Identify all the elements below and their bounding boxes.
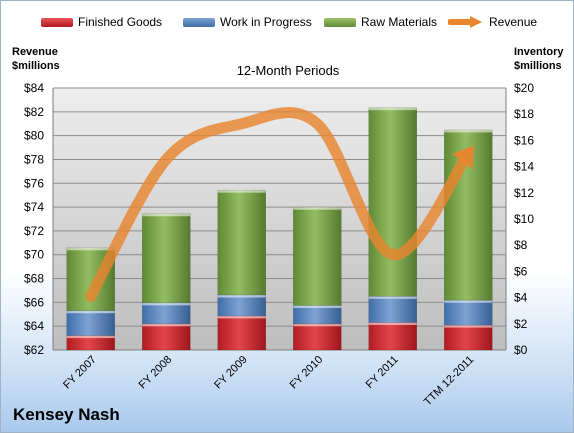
bar-cap-finished-goods <box>142 323 191 327</box>
bar-work-in-progress <box>217 294 266 317</box>
legend-swatch-raw-materials <box>324 17 356 27</box>
left-tick-label: $82 <box>24 105 44 119</box>
company-name: Kensey Nash <box>13 405 120 424</box>
bar-cap-finished-goods <box>444 325 493 328</box>
legend-label-raw-materials: Raw Materials <box>361 15 438 29</box>
bar-cap-raw-materials <box>142 213 191 217</box>
bar-cap-work-in-progress <box>217 294 266 298</box>
legend-arrow-icon <box>448 16 482 28</box>
legend-label-work-in-progress: Work in Progress <box>220 15 312 29</box>
legend-swatch-work-in-progress <box>183 17 215 27</box>
left-tick-label: $78 <box>24 152 44 166</box>
legend-finished-goods: Finished Goods <box>41 15 162 29</box>
left-tick-label: $66 <box>24 295 44 309</box>
bar-finished-goods <box>444 324 493 351</box>
bar-work-in-progress <box>444 299 493 326</box>
bar-cap-work-in-progress <box>293 305 342 308</box>
category-label: FY 2010 <box>288 354 326 392</box>
bar-cap-raw-materials <box>444 129 493 133</box>
bar-finished-goods <box>217 315 266 351</box>
left-tick-label: $84 <box>24 81 44 95</box>
legend-label-revenue: Revenue <box>489 15 538 29</box>
left-tick-label: $70 <box>24 248 44 262</box>
right-tick-label: $2 <box>514 317 528 331</box>
category-label: FY 2011 <box>364 354 401 391</box>
left-tick-label: $80 <box>24 129 44 143</box>
right-tick-label: $8 <box>514 238 528 252</box>
right-axis-title-line1: Inventory <box>514 46 564 58</box>
bar-cap-finished-goods <box>217 315 266 319</box>
bar-work-in-progress <box>293 305 342 325</box>
left-axis-title: Revenue $millions <box>12 45 60 73</box>
bar-raw-materials <box>142 213 191 304</box>
category-label: TTM 12-2011 <box>422 354 477 409</box>
right-tick-label: $4 <box>514 291 528 305</box>
legend: Finished Goods Work in Progress Raw Mate… <box>1 15 573 35</box>
bar-work-in-progress <box>66 310 115 336</box>
bar-finished-goods <box>368 322 417 351</box>
category-label: FY 2009 <box>212 354 250 392</box>
bar-cap-finished-goods <box>293 323 342 327</box>
bar-cap-raw-materials <box>293 207 342 210</box>
legend-revenue: Revenue <box>448 15 537 29</box>
bar-cap-raw-materials <box>368 107 417 111</box>
right-tick-label: $6 <box>514 264 528 278</box>
bar-raw-materials <box>368 107 417 297</box>
left-tick-label: $62 <box>24 343 44 357</box>
right-tick-label: $20 <box>514 81 534 95</box>
left-tick-label: $68 <box>24 272 44 286</box>
revenue-arrowhead <box>451 145 475 170</box>
bar-cap-finished-goods <box>66 335 115 339</box>
bar-cap-work-in-progress <box>142 302 191 306</box>
legend-raw-materials: Raw Materials <box>324 15 437 29</box>
right-tick-label: $0 <box>514 343 528 357</box>
right-tick-label: $18 <box>514 107 534 121</box>
bar-cap-work-in-progress <box>368 296 417 299</box>
left-tick-label: $72 <box>24 224 44 238</box>
bar-cap-raw-materials <box>217 190 266 193</box>
legend-swatch-finished-goods <box>41 17 73 27</box>
right-tick-label: $12 <box>514 186 534 200</box>
right-tick-label: $10 <box>514 212 534 226</box>
bar-cap-work-in-progress <box>66 310 115 314</box>
plot-area <box>53 88 506 350</box>
bar-cap-work-in-progress <box>444 300 493 303</box>
bar-work-in-progress <box>368 296 417 323</box>
right-axis-title-line2: $millions <box>514 60 562 72</box>
left-tick-label: $76 <box>24 176 44 190</box>
bar-cap-finished-goods <box>368 322 417 325</box>
legend-work-in-progress: Work in Progress <box>183 15 312 29</box>
chart-subtitle: 12-Month Periods <box>236 63 340 78</box>
bar-finished-goods <box>142 323 191 351</box>
bar-cap-raw-materials <box>66 247 115 251</box>
left-tick-label: $74 <box>24 200 44 214</box>
category-label: FY 2007 <box>61 354 99 392</box>
bar-finished-goods <box>293 323 342 351</box>
category-label: FY 2008 <box>137 354 175 392</box>
bar-work-in-progress <box>142 302 191 325</box>
left-axis-title-line1: Revenue <box>12 46 58 58</box>
legend-label-finished-goods: Finished Goods <box>78 15 163 29</box>
right-axis-title: Inventory $millions <box>514 45 564 73</box>
bar-raw-materials <box>217 189 266 296</box>
right-tick-label: $16 <box>514 133 534 147</box>
left-axis-title-line2: $millions <box>12 60 60 72</box>
right-tick-label: $14 <box>514 160 534 174</box>
bar-raw-materials <box>293 206 342 306</box>
left-tick-label: $64 <box>24 319 44 333</box>
revenue-line <box>85 107 474 302</box>
